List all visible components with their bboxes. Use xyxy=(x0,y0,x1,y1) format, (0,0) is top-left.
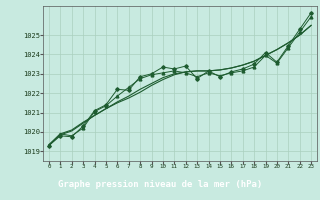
Text: Graphe pression niveau de la mer (hPa): Graphe pression niveau de la mer (hPa) xyxy=(58,180,262,189)
